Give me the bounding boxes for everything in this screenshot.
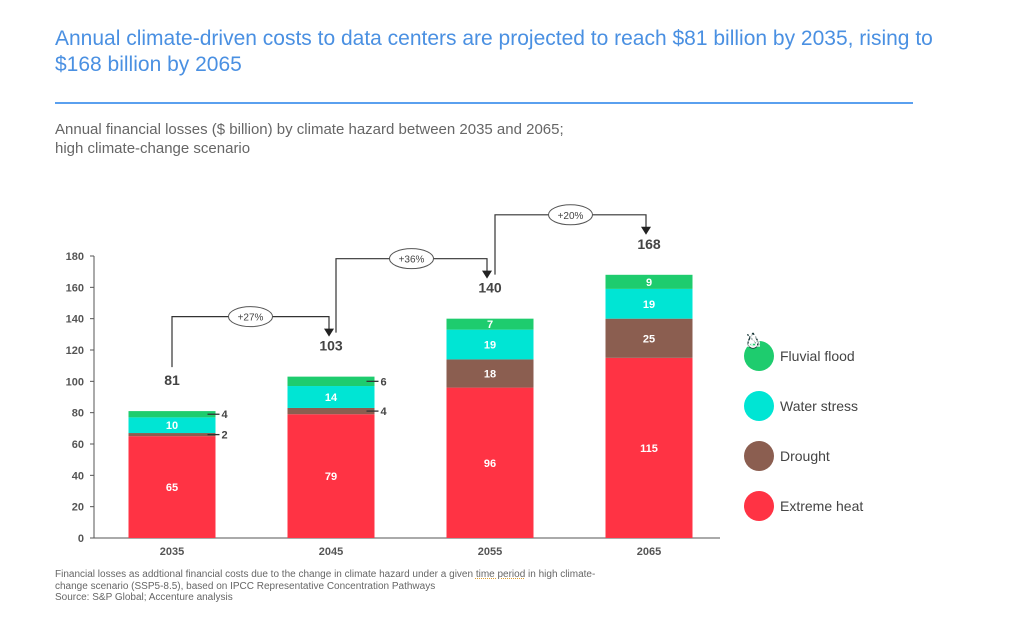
data-label: 2 xyxy=(222,430,228,442)
data-label: 4 xyxy=(381,406,388,418)
legend-label: Fluvial flood xyxy=(780,348,855,364)
water-stress-icon xyxy=(744,331,774,421)
arrow-down-icon xyxy=(324,328,334,337)
footnote-text-underlined: time period xyxy=(475,569,526,580)
data-label: 65 xyxy=(166,482,178,494)
data-label: 18 xyxy=(484,369,496,381)
x-tick-label: 2035 xyxy=(160,546,184,558)
data-label: 19 xyxy=(484,340,496,352)
bar-segment-fluvial-flood xyxy=(446,318,534,330)
bar-segment-water-stress xyxy=(128,417,216,434)
subtitle-line-2: high climate-change scenario xyxy=(55,140,251,157)
bar-segment-extreme-heat xyxy=(605,357,693,538)
bar-segment-extreme-heat xyxy=(287,414,375,538)
data-label: 79 xyxy=(325,471,337,483)
data-label: 7 xyxy=(487,319,493,331)
legend-item: Extreme heat xyxy=(744,331,864,531)
y-tick-label: 60 xyxy=(72,439,84,451)
data-label: 25 xyxy=(643,333,655,345)
total-label: 81 xyxy=(164,372,180,388)
data-label: 115 xyxy=(640,443,658,455)
footnote-line-2: change scenario (SSP5-8.5), based on IPC… xyxy=(55,580,436,592)
x-tick-label: 2065 xyxy=(637,546,661,558)
y-tick-label: 0 xyxy=(78,533,84,545)
bar-segment-water-stress xyxy=(287,386,375,408)
bar-segment-drought xyxy=(287,407,375,415)
legend: Fluvial flood Water stress Drought Extreme … xyxy=(744,331,863,531)
legend-item: Drought xyxy=(744,333,863,481)
bar-segment-drought xyxy=(128,433,216,437)
y-tick-label: 120 xyxy=(66,345,84,357)
data-label: 96 xyxy=(484,458,496,470)
bar-segment-extreme-heat xyxy=(128,436,216,538)
legend-item: Water stress xyxy=(744,331,863,431)
y-tick-label: 180 xyxy=(66,251,84,263)
total-label: 168 xyxy=(637,236,661,252)
bar-segment-fluvial-flood xyxy=(128,411,216,418)
bar-segment-drought xyxy=(446,359,534,388)
legend-label: Water stress xyxy=(780,398,859,414)
y-tick-label: 80 xyxy=(72,408,84,420)
footnote: Financial losses as addtional financial … xyxy=(55,569,735,604)
bar-segment-fluvial-flood xyxy=(287,376,375,387)
chart-subtitle: Annual financial losses ($ billion) by c… xyxy=(55,120,755,158)
arrow-down-icon xyxy=(482,270,492,279)
data-label: 10 xyxy=(166,420,178,432)
data-label: 9 xyxy=(646,277,652,289)
footnote-text: in high climate- xyxy=(525,569,596,580)
data-label: 4 xyxy=(222,409,229,421)
x-tick-label: 2045 xyxy=(319,546,343,558)
bar-segment-fluvial-flood xyxy=(605,274,693,289)
y-tick-label: 20 xyxy=(72,502,84,514)
page-title: Annual climate-driven costs to data cent… xyxy=(55,27,933,76)
y-tick-label: 140 xyxy=(66,314,84,326)
title-divider xyxy=(55,102,913,104)
bar-segment-drought xyxy=(605,318,693,358)
arrow-down-icon xyxy=(641,226,651,235)
footnote-line-1: Financial losses as addtional financial … xyxy=(55,569,735,581)
bar-segment-water-stress xyxy=(446,329,534,360)
growth-label: +36% xyxy=(399,255,425,266)
y-tick-label: 40 xyxy=(72,470,84,482)
data-label: 14 xyxy=(325,392,338,404)
y-tick-label: 160 xyxy=(66,282,84,294)
data-label: 6 xyxy=(381,376,387,388)
total-label: 140 xyxy=(478,280,502,296)
footnote-text: Financial losses as addtional financial … xyxy=(55,569,476,580)
subtitle-line-1: Annual financial losses ($ billion) by c… xyxy=(55,121,564,138)
bar-segment-extreme-heat xyxy=(446,387,534,538)
growth-badge xyxy=(389,248,434,270)
bar-segment-water-stress xyxy=(605,288,693,319)
legend-label: Extreme heat xyxy=(780,498,864,514)
growth-label: +20% xyxy=(558,211,584,222)
y-tick-label: 100 xyxy=(66,376,84,388)
data-label: 19 xyxy=(643,299,655,311)
growth-badge xyxy=(228,306,273,328)
thermometer-icon xyxy=(744,331,774,521)
growth-badge xyxy=(548,204,593,226)
legend-label: Drought xyxy=(780,448,830,464)
growth-label: +27% xyxy=(238,313,264,324)
source-line: Source: S&P Global; Accenture analysis xyxy=(55,592,233,603)
drought-icon xyxy=(744,333,774,471)
x-tick-label: 2055 xyxy=(478,546,502,558)
total-label: 103 xyxy=(319,338,343,354)
